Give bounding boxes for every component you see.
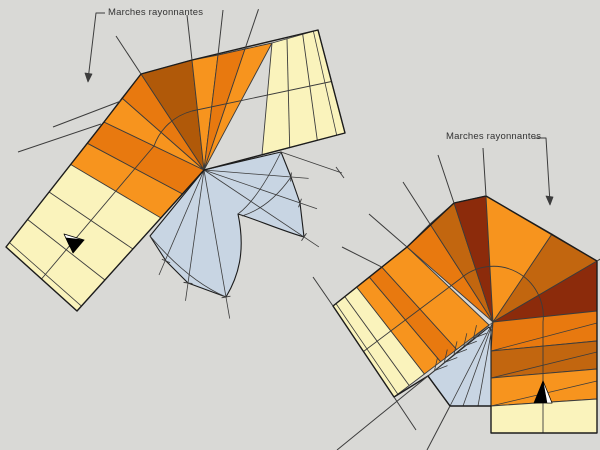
label-leader-arrowhead [84, 72, 93, 83]
label-leader-line [87, 12, 105, 81]
extension-7 [280, 151, 343, 174]
walking-line-left [363, 278, 461, 352]
construction-curve-2 [241, 176, 292, 217]
extension-4 [186, 14, 193, 61]
construction-radial-5 [158, 169, 205, 276]
chevron-4-b [434, 365, 448, 371]
label-leader-arrowhead [545, 195, 554, 206]
chevron-1-b [463, 340, 477, 347]
construction-tick-2 [301, 233, 307, 241]
extension-4 [312, 276, 334, 307]
construction-radial-1 [203, 169, 318, 210]
chevron-4-a [434, 357, 438, 371]
construction-radial-b [462, 321, 494, 407]
walking-line-lower [41, 145, 155, 280]
walking-arc [153, 110, 193, 147]
chevron-3-a [443, 349, 448, 363]
winder-6 [203, 42, 273, 171]
row-nosing-1 [490, 322, 598, 352]
chevron-0-b [473, 332, 487, 339]
chevron-1-a [463, 333, 468, 347]
extension-3 [115, 35, 142, 75]
extension-5 [217, 9, 224, 56]
nosing-upper [313, 31, 338, 136]
outline [332, 195, 598, 434]
right-stair-label: Marches rayonnantes [446, 131, 542, 142]
construction-tick-5 [161, 258, 171, 264]
extension-2 [17, 123, 102, 153]
outline-upper [103, 29, 346, 171]
chevron-3-b [444, 357, 458, 363]
extension-7-tick [335, 166, 345, 179]
row-nosing-2 [490, 351, 598, 379]
chevron-2-a [453, 341, 458, 355]
upper-divider-1 [286, 38, 291, 148]
extension-6 [402, 181, 431, 225]
left-staircase [5, 9, 346, 319]
chevron-0-a [473, 325, 477, 339]
construction-tick-1 [298, 198, 302, 208]
walking-line-upper [191, 81, 332, 112]
upper-divider-2 [302, 34, 318, 141]
extension-7 [437, 154, 455, 204]
right-staircase [312, 137, 600, 450]
outline-lower [5, 121, 205, 312]
construction-radial-4 [185, 169, 205, 301]
extension-1 [52, 100, 122, 128]
label-leader-line [534, 137, 551, 204]
chevron-2-b [453, 349, 468, 355]
walking-direction-arrow-white [542, 380, 553, 404]
walking-arc [459, 265, 544, 323]
extension-5 [368, 213, 408, 248]
construction-diagonal [427, 321, 494, 377]
construction-radial-c [477, 321, 494, 407]
construction-curve-3 [149, 235, 227, 298]
construction-area [149, 151, 305, 298]
construction-radial-2 [203, 169, 320, 248]
extension-2 [426, 405, 451, 450]
construction-curve-1 [237, 151, 282, 215]
construction-tick-4 [183, 281, 193, 285]
construction-radial-a [449, 321, 494, 407]
extension-1 [336, 375, 429, 450]
extension-6 [244, 9, 259, 50]
extension-3 [393, 396, 417, 431]
construction-radial-3 [203, 169, 231, 319]
walking-direction-arrow-black [65, 237, 85, 254]
left-stair-label: Marches rayonnantes [108, 7, 204, 18]
extension-8 [482, 147, 487, 197]
extension-9 [341, 246, 383, 268]
